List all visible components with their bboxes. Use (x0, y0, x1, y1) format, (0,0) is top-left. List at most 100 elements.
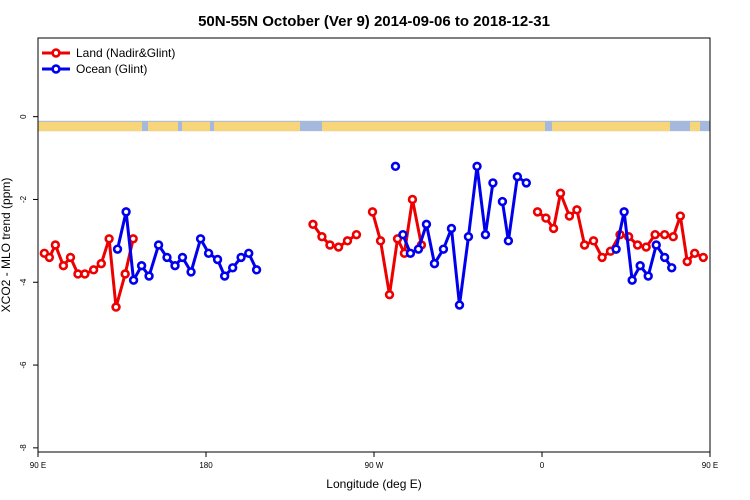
data-point (58, 261, 69, 271)
data-point (398, 229, 408, 240)
land-mask-segment (690, 121, 700, 132)
data-point (384, 289, 395, 300)
data-point (325, 240, 335, 250)
data-point (503, 236, 514, 246)
y-tick-label: -2 (19, 195, 28, 203)
data-point (521, 178, 532, 188)
data-point (532, 207, 543, 217)
data-point (643, 271, 653, 281)
data-point (635, 261, 645, 271)
data-point (667, 263, 677, 273)
data-point (162, 252, 172, 263)
data-point (619, 207, 629, 217)
legend-swatch-point (51, 48, 61, 58)
land-mask-segment (38, 121, 142, 132)
data-point (121, 207, 131, 217)
data-point (44, 252, 55, 263)
series-land (39, 188, 708, 312)
data-point (50, 240, 61, 250)
data-point (112, 244, 123, 254)
data-point (564, 211, 575, 221)
data-point (375, 236, 386, 246)
data-point (541, 213, 551, 223)
y-tick-label: -6 (19, 361, 28, 369)
data-point (611, 244, 621, 254)
y-tick-label: -4 (19, 278, 28, 286)
data-point (627, 275, 637, 285)
legend-entry: Land (Nadir&Glint) (76, 46, 175, 60)
data-point (497, 196, 508, 207)
data-point (177, 252, 188, 263)
land-mask-segment (214, 121, 300, 132)
series-line (500, 175, 528, 243)
data-point (682, 256, 692, 267)
data-point (308, 219, 318, 230)
data-point (333, 242, 344, 252)
data-point (548, 223, 559, 234)
data-point (244, 248, 254, 258)
data-point (390, 161, 401, 172)
data-point (659, 229, 670, 240)
data-point (80, 269, 90, 279)
data-point (488, 178, 498, 188)
data-point (480, 229, 491, 240)
data-point (650, 229, 660, 240)
data-point (413, 244, 424, 254)
x-tick-label: 180 (199, 461, 213, 470)
legend-swatch-point (51, 64, 61, 74)
data-point (104, 234, 114, 244)
data-point (407, 194, 418, 205)
data-point (698, 252, 708, 263)
series-line (401, 164, 495, 307)
x-axis: 90 E 180 90 W 0 90 E (30, 452, 718, 470)
data-point (195, 234, 206, 244)
data-point (144, 271, 154, 281)
data-point (153, 240, 164, 250)
series-layer (39, 161, 708, 312)
series-line (371, 197, 423, 297)
data-point (641, 242, 651, 252)
data-point (632, 240, 643, 250)
data-point (446, 223, 457, 234)
data-point (317, 232, 327, 242)
chart-title: 50N-55N October (Ver 9) 2014-09-06 to 20… (198, 13, 550, 30)
data-point (203, 248, 214, 258)
data-point (512, 171, 523, 182)
data-point (438, 244, 449, 254)
data-point (555, 188, 566, 198)
land-mask-segment (322, 121, 545, 132)
data-point (111, 302, 121, 312)
land-mask-segment (182, 121, 210, 132)
data-point (128, 234, 138, 244)
data-point (128, 275, 139, 285)
land-mask-band (38, 120, 710, 132)
data-point (405, 248, 416, 258)
data-point (689, 248, 700, 258)
y-axis-label: XCO2 - MLO trend (ppm) (0, 178, 13, 313)
data-point (227, 263, 238, 273)
data-point (675, 211, 686, 221)
plot-frame (37, 37, 711, 453)
y-axis: 0 -2 -4 -6 -8 (19, 114, 38, 451)
data-point (651, 240, 661, 250)
data-point (219, 271, 230, 281)
data-point (65, 252, 76, 263)
data-point (170, 261, 180, 271)
data-point (429, 258, 440, 269)
x-tick-label: 90 W (365, 461, 384, 470)
data-point (251, 265, 262, 275)
data-point (136, 261, 147, 271)
data-point (236, 252, 246, 263)
x-tick-label: 90 E (702, 461, 718, 470)
data-point (572, 205, 582, 215)
data-point (342, 236, 353, 246)
data-point (472, 161, 482, 172)
legend: Land (Nadir&Glint) Ocean (Glint) (42, 46, 175, 76)
x-axis-label: Longitude (deg E) (326, 477, 421, 491)
data-point (120, 269, 130, 279)
legend-entry: Ocean (Glint) (76, 62, 147, 76)
data-point (367, 207, 378, 217)
data-point (88, 265, 99, 275)
data-point (212, 254, 223, 265)
data-point (588, 236, 599, 246)
